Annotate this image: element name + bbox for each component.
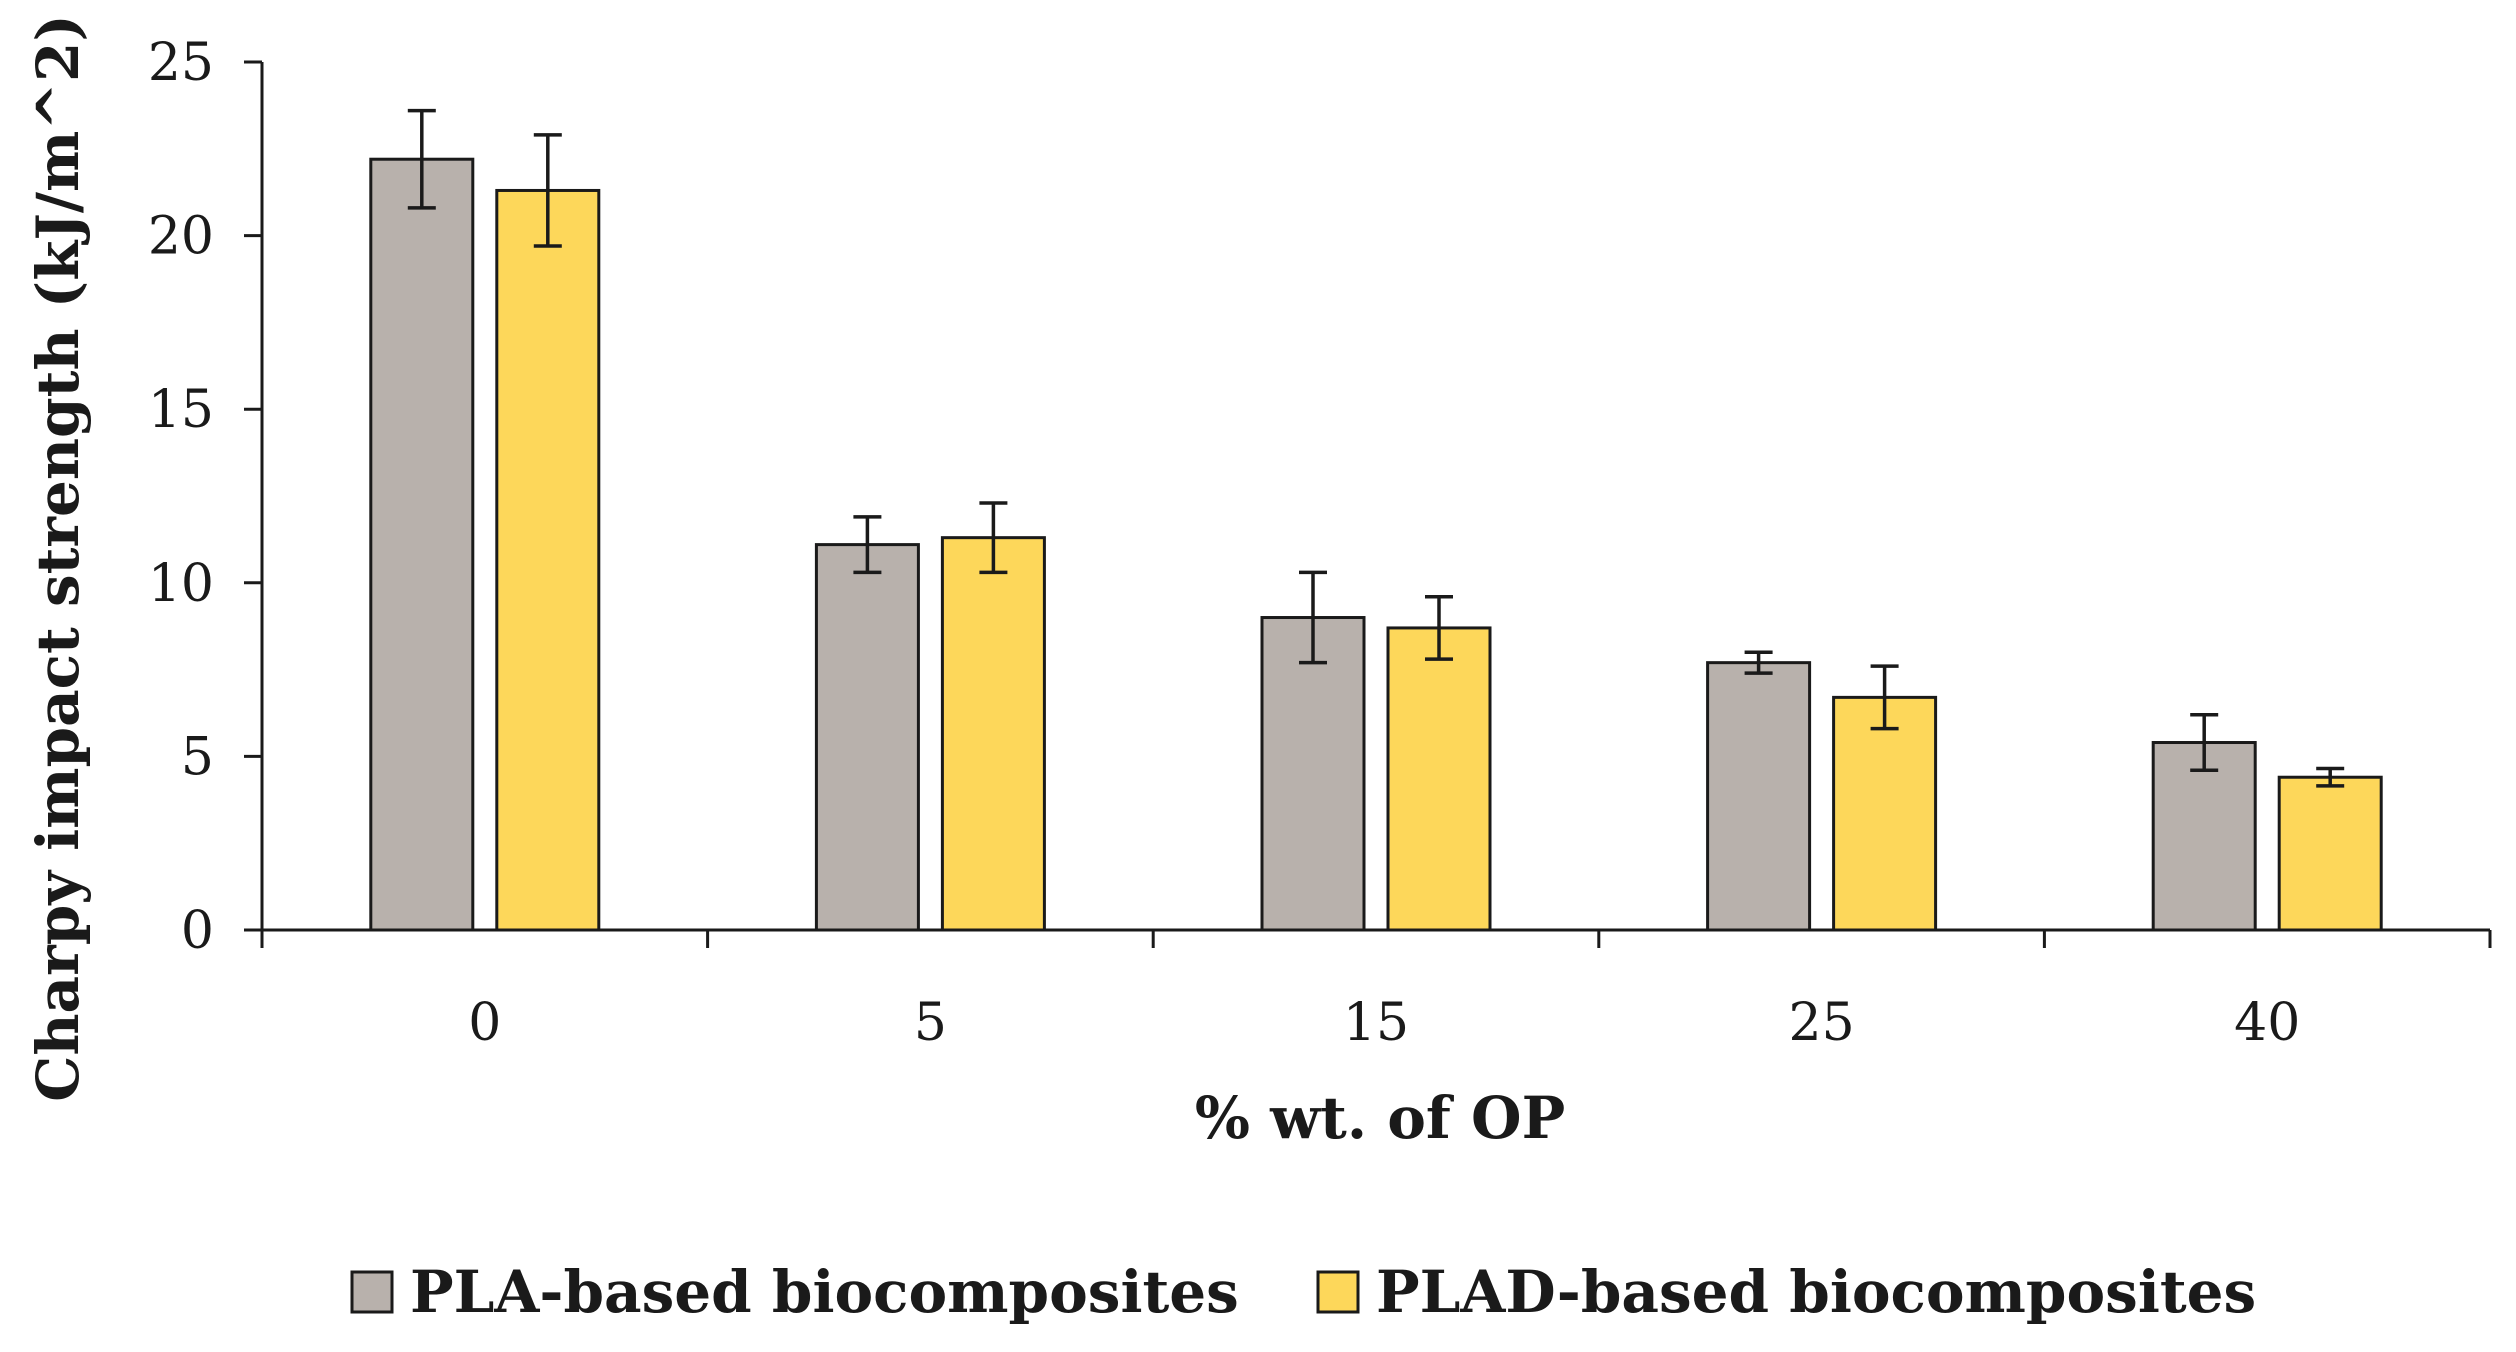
axes-layer bbox=[260, 62, 2490, 932]
bar-plad-5 bbox=[940, 536, 1046, 932]
x-tick-label: 5 bbox=[914, 993, 947, 1053]
legend: PLA-based biocomposites PLAD-based bioco… bbox=[350, 1258, 2256, 1326]
legend-label-plad: PLAD-based biocomposites bbox=[1376, 1258, 2256, 1326]
y-tick-label: 15 bbox=[148, 380, 214, 440]
y-tick-label: 0 bbox=[181, 901, 214, 961]
x-ticks: 0 5 15 25 40 bbox=[260, 930, 2492, 1053]
legend-swatch-plad bbox=[1316, 1270, 1360, 1314]
x-tick-label: 0 bbox=[468, 993, 501, 1053]
y-axis-title: Charpy impact strength (kJ/m^2) bbox=[24, 14, 92, 1102]
bar-pla-40 bbox=[2151, 741, 2257, 932]
y-tick-label: 25 bbox=[148, 33, 214, 93]
bar-pla-25 bbox=[1706, 661, 1812, 932]
x-tick-label: 15 bbox=[1343, 993, 1409, 1053]
bar-pla-5 bbox=[814, 543, 920, 932]
bar-pla-15 bbox=[1260, 616, 1366, 932]
y-tick-label: 5 bbox=[181, 727, 214, 787]
bar-plad-25 bbox=[1832, 695, 1938, 932]
bar-plad-0 bbox=[495, 188, 601, 932]
y-tick-label: 20 bbox=[148, 207, 214, 267]
legend-swatch-pla bbox=[350, 1270, 394, 1314]
y-tick-label: 10 bbox=[148, 554, 214, 614]
bar-pla-0 bbox=[369, 157, 475, 932]
bar-plad-15 bbox=[1386, 626, 1492, 932]
bars-layer bbox=[369, 157, 2383, 932]
legend-label-pla: PLA-based biocomposites bbox=[410, 1258, 1239, 1326]
error-bars-layer bbox=[407, 108, 2345, 788]
bar-plad-40 bbox=[2277, 775, 2383, 932]
y-ticks: 0 5 10 15 20 25 bbox=[148, 33, 262, 961]
x-tick-label: 25 bbox=[1789, 993, 1855, 1053]
x-tick-label: 40 bbox=[2234, 993, 2300, 1053]
x-axis-title: % wt. of OP bbox=[1195, 1084, 1565, 1152]
